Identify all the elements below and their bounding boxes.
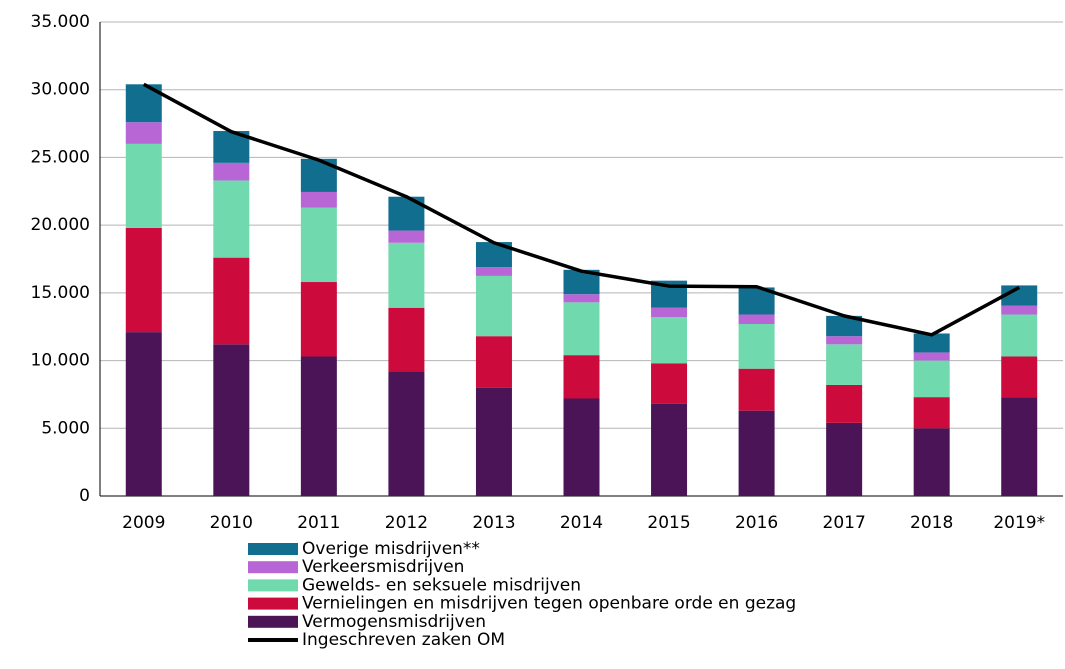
bar-segment	[300, 356, 337, 496]
legend-label: Gewelds- en seksuele misdrijven	[302, 575, 581, 595]
bar-segment	[388, 307, 425, 372]
legend-label: Ingeschreven zaken OM	[302, 630, 505, 650]
bar-segment	[913, 397, 950, 429]
bar-segment	[213, 257, 250, 345]
bar-segment	[738, 314, 775, 325]
bar-segment	[651, 403, 688, 496]
bar-segment	[213, 180, 250, 258]
bar-segment	[651, 363, 688, 404]
bar-segment	[738, 324, 775, 369]
y-tick-label: 5.000	[41, 418, 90, 438]
bar-segment	[651, 307, 688, 318]
x-tick-label: 2015	[647, 513, 690, 533]
bar-segment	[1001, 314, 1038, 357]
bar-segment	[300, 282, 337, 357]
bar-segment	[826, 315, 863, 337]
bar-segment	[300, 207, 337, 283]
legend-label: Vernielingen en misdrijven tegen openbar…	[302, 594, 796, 614]
bar-segment	[738, 410, 775, 496]
bar-segment	[563, 302, 600, 356]
y-tick-label: 25.000	[31, 147, 90, 167]
y-tick-label: 10.000	[31, 351, 90, 371]
legend-label: Vermogensmisdrijven	[302, 612, 486, 632]
bar-segment	[125, 332, 162, 496]
x-tick-label: 2009	[122, 513, 165, 533]
bar-segment	[563, 294, 600, 303]
bar-segment	[213, 344, 250, 496]
bar-segment	[563, 398, 600, 496]
bar-segment	[913, 360, 950, 398]
bar-segment	[388, 371, 425, 496]
legend-label: Overige misdrijven**	[302, 539, 480, 559]
bar-segment	[913, 428, 950, 496]
bar-segment	[213, 162, 250, 181]
line-series	[142, 82, 1021, 337]
bar-segment	[651, 317, 688, 364]
legend-swatch	[248, 615, 298, 628]
bar-segment	[1001, 397, 1038, 496]
bar-segment	[388, 230, 425, 243]
bar-segment	[125, 143, 162, 228]
bar-segment	[913, 333, 950, 353]
y-tick-label: 30.000	[31, 80, 90, 100]
bar-segment	[913, 352, 950, 361]
y-tick-label: 15.000	[31, 283, 90, 303]
y-tick-label: 20.000	[31, 215, 90, 235]
bar-segment	[388, 242, 425, 308]
bar-segment	[1001, 305, 1038, 315]
x-tick-label: 2012	[385, 513, 428, 533]
bar-segment	[475, 267, 512, 276]
x-tick-label: 2017	[823, 513, 866, 533]
x-tick-label: 2016	[735, 513, 778, 533]
x-tick-label: 2011	[297, 513, 340, 533]
bar-segment	[826, 336, 863, 345]
bar-segment	[125, 122, 162, 144]
y-tick-label: 0	[79, 486, 90, 506]
bar-segment	[563, 355, 600, 399]
bar-segment	[475, 387, 512, 496]
legend-swatch	[248, 597, 298, 610]
bar-segment	[1001, 356, 1038, 398]
legend-swatch	[248, 579, 298, 592]
x-tick-label: 2013	[472, 513, 515, 533]
bar-segment	[826, 422, 863, 496]
x-tick-label: 2018	[910, 513, 953, 533]
y-tick-label: 35.000	[31, 12, 90, 32]
x-tick-label: 2014	[560, 513, 603, 533]
bar-segment	[475, 336, 512, 388]
bar-segment	[826, 344, 863, 385]
bar-segment	[125, 227, 162, 333]
bar-segment	[738, 368, 775, 411]
legend-swatch	[248, 543, 298, 555]
legend-label: Verkeersmisdrijven	[302, 557, 464, 577]
bar-segment	[826, 384, 863, 423]
x-tick-label: 2019*	[993, 513, 1045, 533]
x-tick-label: 2010	[210, 513, 253, 533]
bar-segment	[300, 191, 337, 208]
bar-segment	[475, 275, 512, 337]
legend-swatch	[248, 561, 298, 574]
